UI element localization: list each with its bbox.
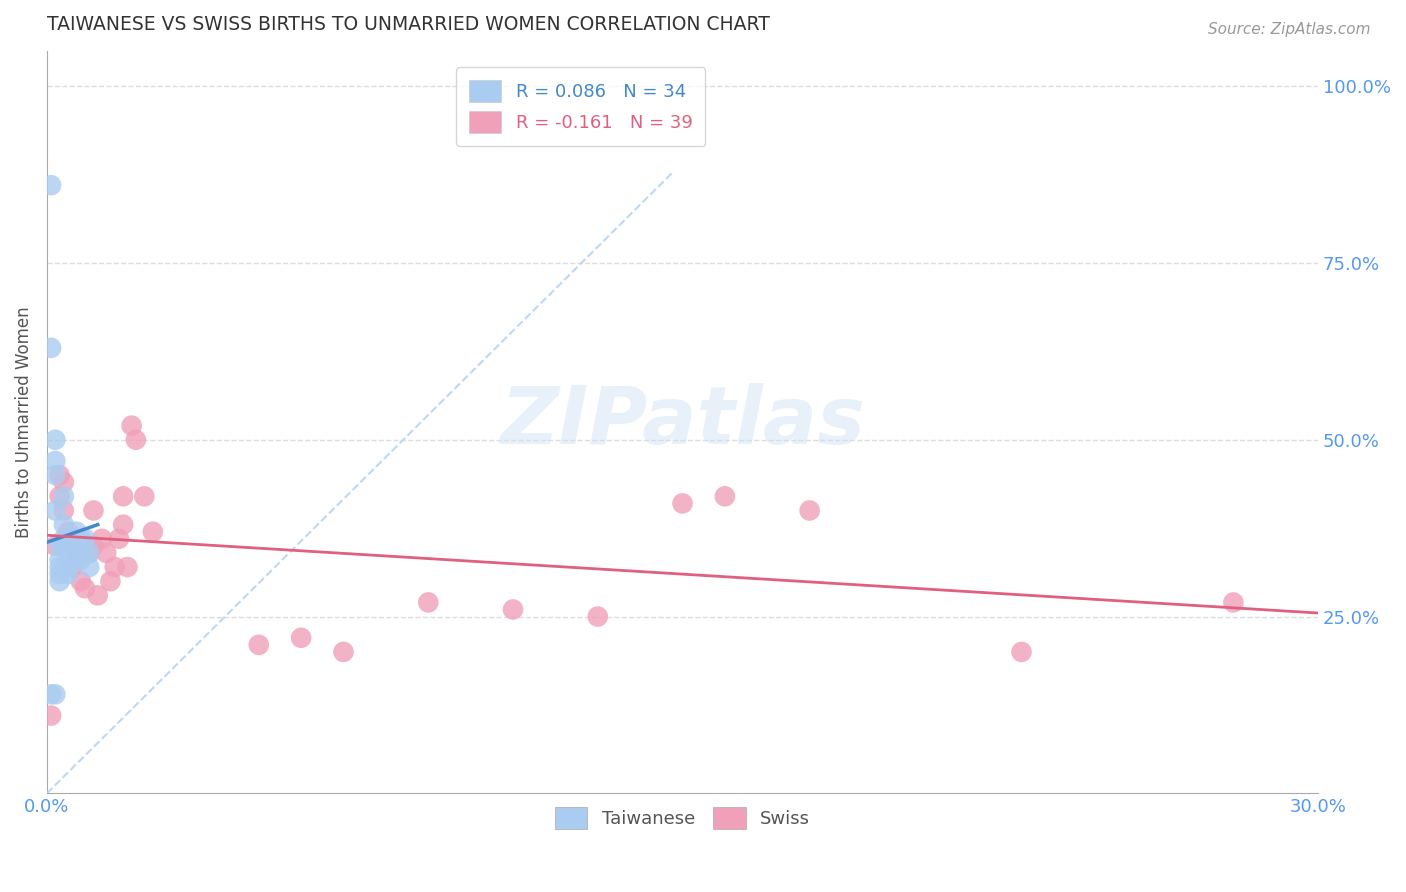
- Point: [39, 341, 62, 355]
- Point: [112, 489, 135, 503]
- Point: [69, 553, 91, 567]
- Point: [108, 532, 131, 546]
- Point: [60, 539, 83, 553]
- Point: [91, 532, 114, 546]
- Point: [56, 539, 79, 553]
- Point: [142, 524, 165, 539]
- Point: [1011, 645, 1033, 659]
- Point: [44, 468, 66, 483]
- Point: [48, 553, 70, 567]
- Point: [60, 553, 83, 567]
- Point: [290, 631, 312, 645]
- Point: [60, 560, 83, 574]
- Point: [44, 433, 66, 447]
- Point: [83, 539, 105, 553]
- Point: [52, 503, 75, 517]
- Point: [65, 553, 87, 567]
- Point: [52, 475, 75, 490]
- Point: [48, 468, 70, 483]
- Point: [52, 489, 75, 503]
- Point: [48, 489, 70, 503]
- Point: [65, 539, 87, 553]
- Point: [714, 489, 737, 503]
- Y-axis label: Births to Unmarried Women: Births to Unmarried Women: [15, 306, 32, 538]
- Point: [73, 581, 96, 595]
- Point: [56, 524, 79, 539]
- Point: [60, 539, 83, 553]
- Point: [44, 687, 66, 701]
- Point: [332, 645, 354, 659]
- Point: [134, 489, 156, 503]
- Legend: Taiwanese, Swiss: Taiwanese, Swiss: [548, 800, 817, 837]
- Point: [65, 524, 87, 539]
- Point: [502, 602, 524, 616]
- Point: [77, 560, 100, 574]
- Text: Source: ZipAtlas.com: Source: ZipAtlas.com: [1208, 22, 1371, 37]
- Point: [87, 588, 110, 602]
- Point: [418, 595, 440, 609]
- Point: [39, 178, 62, 193]
- Point: [77, 546, 100, 560]
- Point: [39, 708, 62, 723]
- Point: [52, 517, 75, 532]
- Point: [56, 546, 79, 560]
- Point: [60, 532, 83, 546]
- Point: [112, 517, 135, 532]
- Point: [104, 560, 127, 574]
- Point: [96, 546, 118, 560]
- Point: [48, 560, 70, 574]
- Point: [1222, 595, 1244, 609]
- Point: [56, 560, 79, 574]
- Point: [44, 454, 66, 468]
- Point: [247, 638, 270, 652]
- Point: [83, 503, 105, 517]
- Point: [44, 539, 66, 553]
- Point: [121, 418, 143, 433]
- Point: [56, 553, 79, 567]
- Point: [117, 560, 139, 574]
- Point: [56, 567, 79, 582]
- Point: [48, 567, 70, 582]
- Point: [44, 503, 66, 517]
- Point: [69, 574, 91, 589]
- Point: [65, 546, 87, 560]
- Point: [125, 433, 148, 447]
- Point: [73, 532, 96, 546]
- Point: [52, 532, 75, 546]
- Text: ZIPatlas: ZIPatlas: [501, 383, 865, 461]
- Point: [69, 532, 91, 546]
- Point: [73, 546, 96, 560]
- Point: [586, 609, 609, 624]
- Text: TAIWANESE VS SWISS BIRTHS TO UNMARRIED WOMEN CORRELATION CHART: TAIWANESE VS SWISS BIRTHS TO UNMARRIED W…: [46, 15, 769, 34]
- Point: [100, 574, 122, 589]
- Point: [671, 496, 693, 510]
- Point: [48, 574, 70, 589]
- Point: [39, 687, 62, 701]
- Point: [52, 539, 75, 553]
- Point: [77, 546, 100, 560]
- Point: [48, 539, 70, 553]
- Point: [799, 503, 821, 517]
